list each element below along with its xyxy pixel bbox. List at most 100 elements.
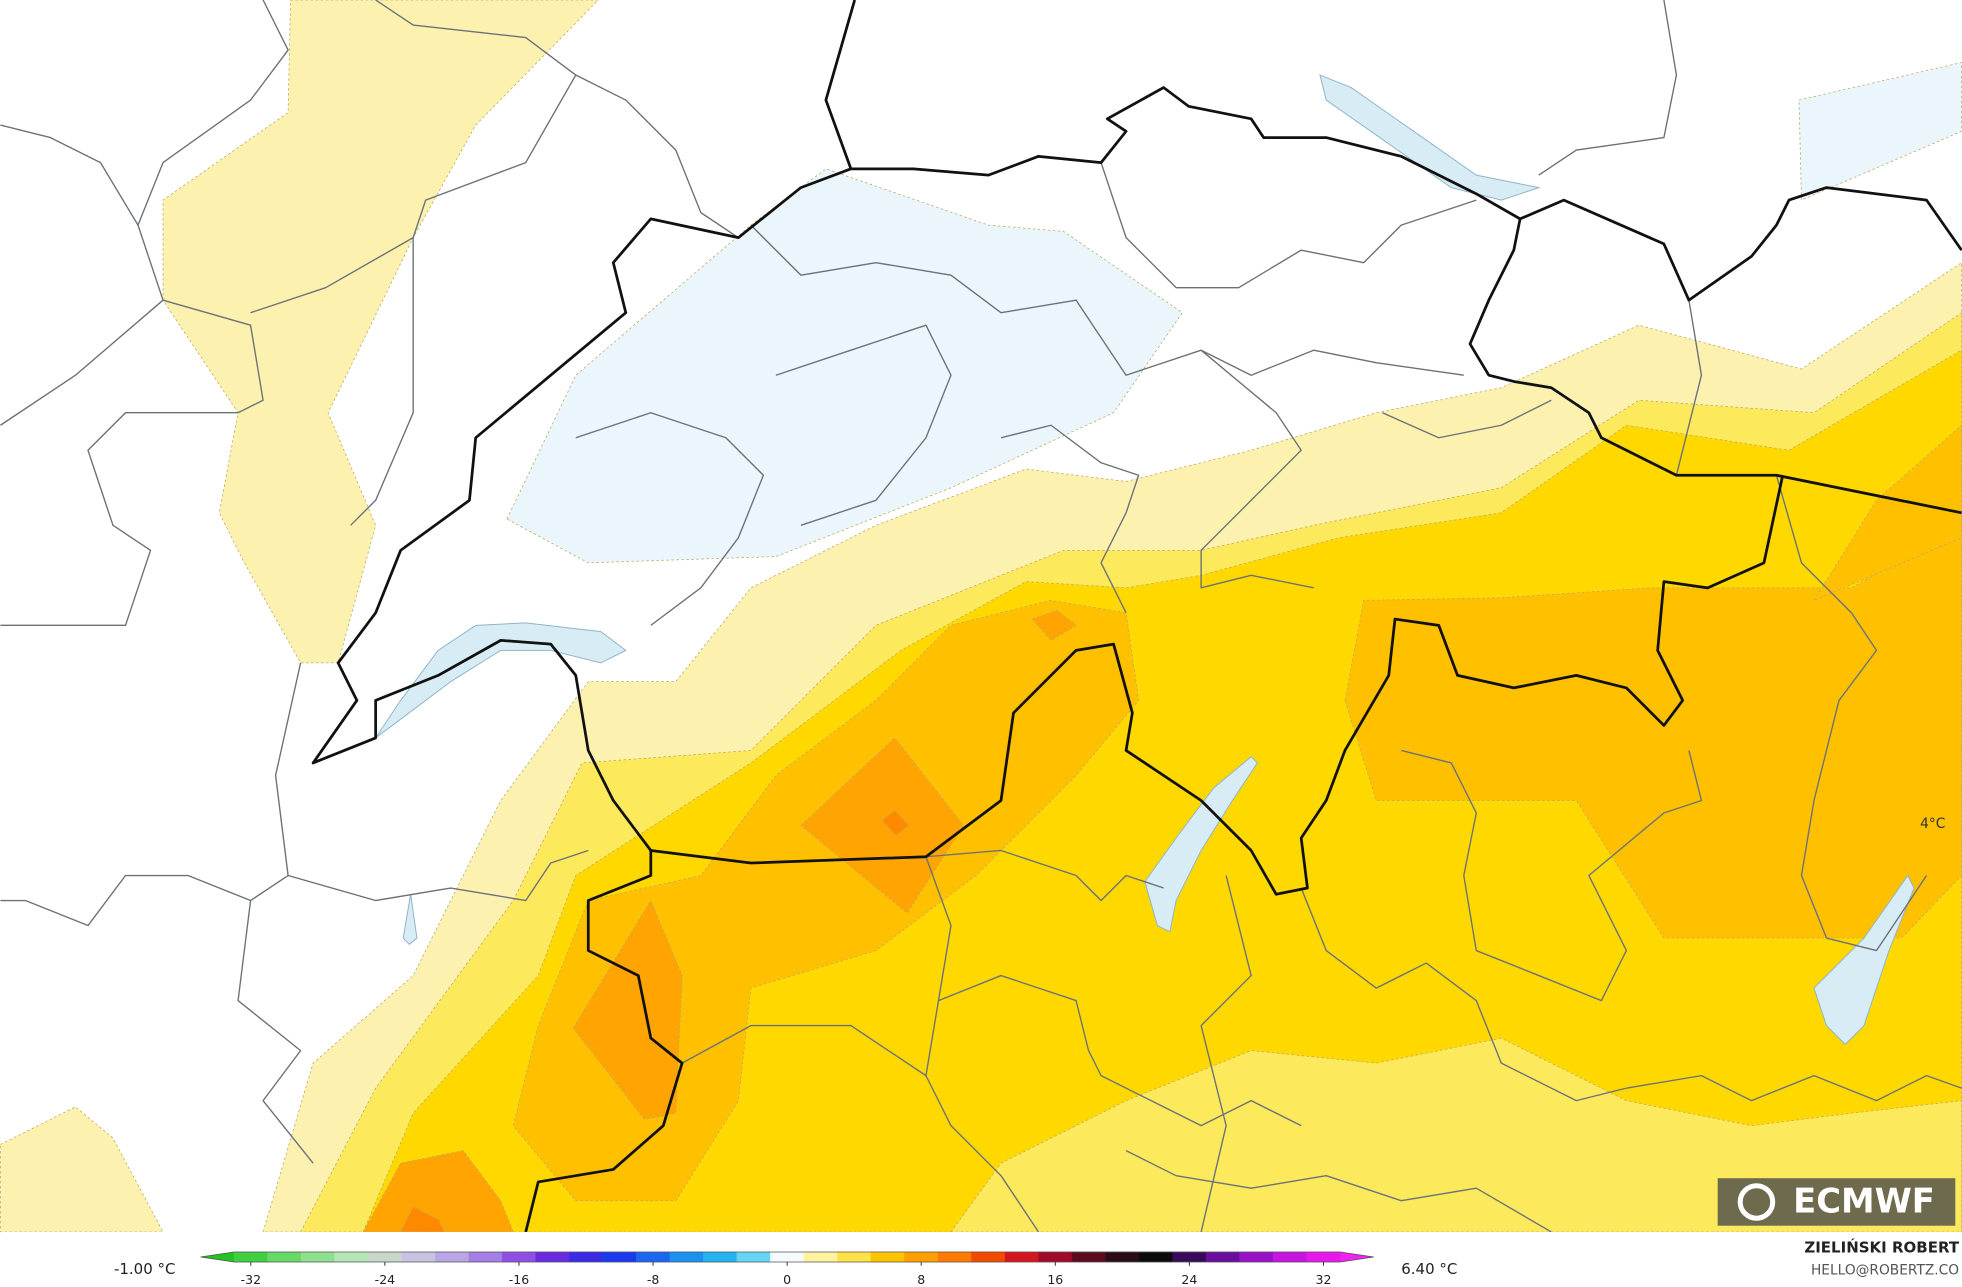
logo: ECMWF [1717,1178,1956,1226]
colorbar-segment [736,1251,771,1263]
region-border [1626,1074,1962,1102]
lake [1319,74,1541,201]
colorbar-segment [267,1251,302,1263]
colorbar-segment [971,1251,1006,1263]
contour-red-orange [400,1206,446,1233]
author: ZIELIŃSKI ROBERT [1804,1238,1959,1257]
colorbar-segment [1306,1251,1341,1263]
colorbar-outline [200,1251,1374,1263]
region-border [287,849,589,902]
region-border [1000,424,1140,614]
colorbar-segment [367,1251,402,1263]
country-borders [311,0,1962,1233]
region-border [1125,1150,1552,1233]
region-border [1100,162,1477,289]
colorbar-segment [636,1251,671,1263]
colorbar-tick-label: -8 [647,1272,660,1287]
colorbar-segment [1272,1251,1307,1263]
colorbar-segment [535,1251,570,1263]
colorbar-tick-label: 16 [1047,1272,1063,1287]
contour-light [162,0,599,664]
region-border [375,0,739,239]
colorbar-segment [669,1251,704,1263]
contour-dark-orange [572,899,683,1120]
colorbar-tick-label: -32 [241,1272,261,1287]
contour-gold [362,349,1962,1233]
region-border [1775,475,1928,952]
lake [375,622,627,739]
lakes [375,74,1915,1046]
min-label: -1.00 °C [114,1260,176,1278]
region-border [1538,0,1678,176]
colorbar-segment [703,1251,738,1263]
region-border [938,974,1302,1127]
contact: HELLO@ROBERTZ.CO [1811,1263,1959,1279]
colorbar-segment [803,1251,838,1263]
colorbar-tick-label: -16 [509,1272,529,1287]
region-border [0,662,302,927]
region-border [137,0,289,226]
contour-light-blue [506,168,1183,564]
colorbar-segment [233,1251,268,1263]
contour-red-orange [881,809,910,836]
colorbar-segment [468,1251,503,1263]
colorbar-segment [569,1251,603,1263]
colorbar-segment [401,1251,436,1263]
region-border [1200,349,1314,589]
colorbar-segment [1205,1251,1240,1263]
colorbar-tick-label: -24 [375,1272,395,1287]
colorbar-segment [1105,1251,1140,1263]
lake [1144,756,1259,933]
country-border [850,86,1962,515]
colorbar-segment [1004,1251,1039,1263]
contour-light [0,1106,164,1233]
lake [1813,874,1915,1046]
region-border [250,74,577,314]
colorbar-tick-label: 0 [783,1272,791,1287]
colorbar-segment [770,1251,805,1263]
contour-yellow [950,1037,1962,1233]
colorbar-segment [837,1251,872,1263]
region-border [1300,887,1627,1102]
lake [402,894,418,945]
colorbar-tick-label: 8 [917,1272,925,1287]
colorbar-segment [334,1251,369,1263]
colorbar-segment [1239,1251,1274,1263]
colorbar-segment [870,1251,905,1263]
colorbar-segment [1071,1251,1106,1263]
colorbar-segment [602,1251,637,1263]
region-border [0,299,264,627]
colorbar-segment [937,1251,972,1263]
logo-text: ECMWF [1793,1182,1935,1221]
colorbar-segment [904,1251,939,1263]
colorbar-tick-label: 24 [1181,1272,1197,1287]
region-border [1382,399,1552,439]
temperature-fields [0,0,1962,1233]
contour-dark-orange [362,1150,514,1233]
region-border [775,324,952,526]
country-border [1519,186,1962,302]
logo-icon [1737,1183,1776,1221]
region-border [925,849,1164,902]
regional-borders [0,0,1962,1233]
map-label: 4°C [1920,816,1945,832]
region-border [575,412,765,626]
colorbar-segment [1138,1251,1173,1263]
region-border [681,1024,927,1077]
country-border [650,474,1785,896]
region-border [1401,749,1703,1002]
colorbar-tick-label: 32 [1315,1272,1331,1287]
colorbar-segment [1172,1251,1207,1263]
colorbar-segment [434,1251,469,1263]
country-border [311,0,856,1233]
max-label: 6.40 °C [1401,1260,1457,1278]
colorbar-segment [1038,1251,1073,1263]
region-border [237,900,314,1164]
region-border [1675,300,1703,476]
region-border [1200,875,1252,1233]
region-border [750,224,1464,376]
colorbar: -32 -24 -16 -8 0 8 16 24 32 [200,1251,1374,1287]
region-border [350,237,414,526]
